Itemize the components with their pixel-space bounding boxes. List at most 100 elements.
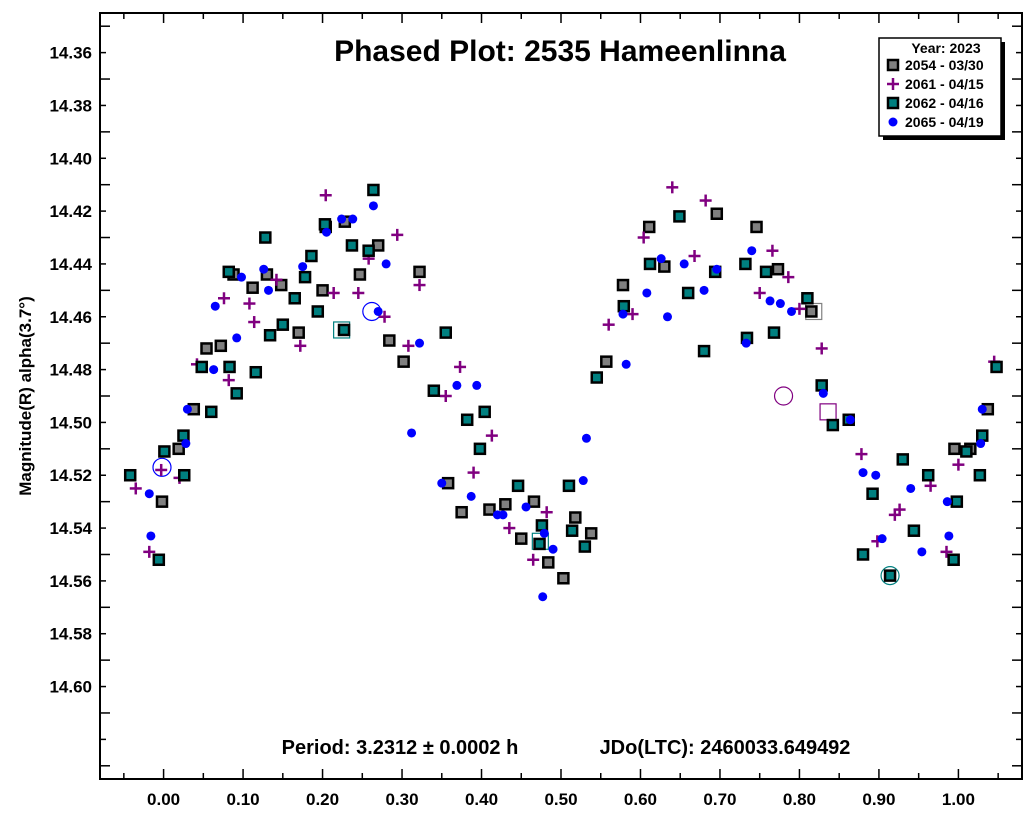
data-point: [921, 468, 935, 482]
y-tick-label: 14.58: [49, 625, 92, 644]
data-point: [298, 262, 308, 272]
data-point: [318, 218, 332, 231]
axis-ticks: [100, 13, 1022, 779]
data-point: [259, 231, 272, 244]
data-point: [223, 360, 236, 374]
data-point: [527, 495, 541, 508]
data-point: [259, 264, 269, 274]
data-point: [466, 491, 476, 501]
data-point: [656, 254, 666, 264]
data-point: [498, 510, 508, 520]
data-point: [177, 429, 190, 442]
data-point: [618, 309, 628, 319]
data-point: [548, 544, 558, 554]
data-point: [990, 360, 1003, 374]
legend-entry: 2062 - 04/16: [886, 95, 984, 111]
data-point: [771, 262, 785, 276]
data-point: [643, 257, 657, 271]
data-point: [337, 323, 351, 337]
data-point: [298, 270, 312, 284]
data-point: [697, 344, 711, 358]
data-point: [246, 281, 259, 294]
data-point: [178, 468, 191, 482]
y-axis-label: Magnitude(R) alpha(3.7°): [16, 296, 35, 495]
data-point: [381, 259, 391, 269]
data-point: [750, 220, 763, 234]
data-point: [944, 531, 954, 541]
data-point: [815, 379, 828, 392]
x-tick-label: 0.10: [227, 790, 260, 809]
data-point: [747, 246, 757, 256]
data-point: [327, 286, 340, 299]
data-point: [195, 360, 208, 374]
chart-title: Phased Plot: 2535 Hameenlinna: [334, 35, 786, 68]
data-point: [427, 384, 441, 397]
data-point: [316, 284, 329, 297]
data-point: [455, 505, 468, 519]
data-point: [765, 296, 775, 306]
data-point: [146, 531, 156, 541]
data-point: [182, 404, 192, 414]
epoch-label: JDo(LTC): 2460033.649492: [600, 737, 851, 759]
data-point: [917, 547, 927, 557]
data-point: [739, 257, 752, 271]
data-point: [584, 527, 598, 540]
legend-entry: 2065 - 04/19: [888, 114, 984, 130]
data-point: [209, 365, 219, 375]
data-point: [924, 479, 937, 492]
data-point: [539, 528, 549, 538]
data-point: [906, 483, 916, 493]
data-point: [311, 305, 325, 318]
data-point: [767, 326, 781, 339]
data-point: [391, 228, 404, 241]
data-point: [952, 458, 965, 471]
data-point: [144, 489, 154, 499]
data-point: [973, 468, 987, 482]
data-point: [397, 355, 410, 368]
data-point: [948, 442, 961, 456]
data-point: [845, 415, 855, 425]
data-point: [712, 264, 722, 274]
y-tick-label: 14.36: [49, 44, 92, 63]
x-tick-label: 0.40: [465, 790, 498, 809]
data-point: [205, 405, 218, 419]
data-point: [602, 318, 615, 331]
data-point: [883, 569, 897, 582]
data-point: [699, 285, 709, 295]
series-4: [144, 201, 987, 602]
data-point: [527, 553, 540, 566]
data-point: [248, 316, 261, 329]
data-point: [856, 548, 870, 561]
data-point: [362, 244, 375, 257]
data-point: [294, 339, 307, 352]
data-point: [348, 214, 358, 224]
y-tick-label: 14.44: [49, 255, 92, 274]
data-point: [818, 388, 828, 398]
data-point: [210, 301, 220, 311]
data-point: [467, 466, 480, 479]
data-point: [222, 265, 236, 279]
data-point: [158, 445, 171, 458]
data-point: [402, 339, 415, 352]
data-point: [243, 297, 256, 310]
data-point: [666, 181, 679, 194]
data-point: [866, 487, 879, 500]
legend-title: Year: 2023: [911, 40, 980, 56]
data-point: [775, 299, 785, 309]
data-point: [793, 302, 806, 315]
data-point: [222, 374, 235, 387]
data-point: [485, 429, 498, 442]
data-point: [578, 476, 588, 486]
data-point: [473, 442, 487, 456]
legend-marker: [886, 58, 900, 72]
data-point: [753, 286, 766, 299]
data-point: [741, 338, 751, 348]
data-point: [621, 359, 631, 369]
data-point: [787, 306, 796, 316]
data-point: [942, 497, 952, 507]
y-tick-label: 14.46: [49, 308, 92, 327]
data-point: [562, 479, 576, 493]
data-point: [143, 545, 156, 558]
legend: Year: 2023 2054 - 03/30 2061 - 04/15 2062 …: [878, 37, 1005, 140]
